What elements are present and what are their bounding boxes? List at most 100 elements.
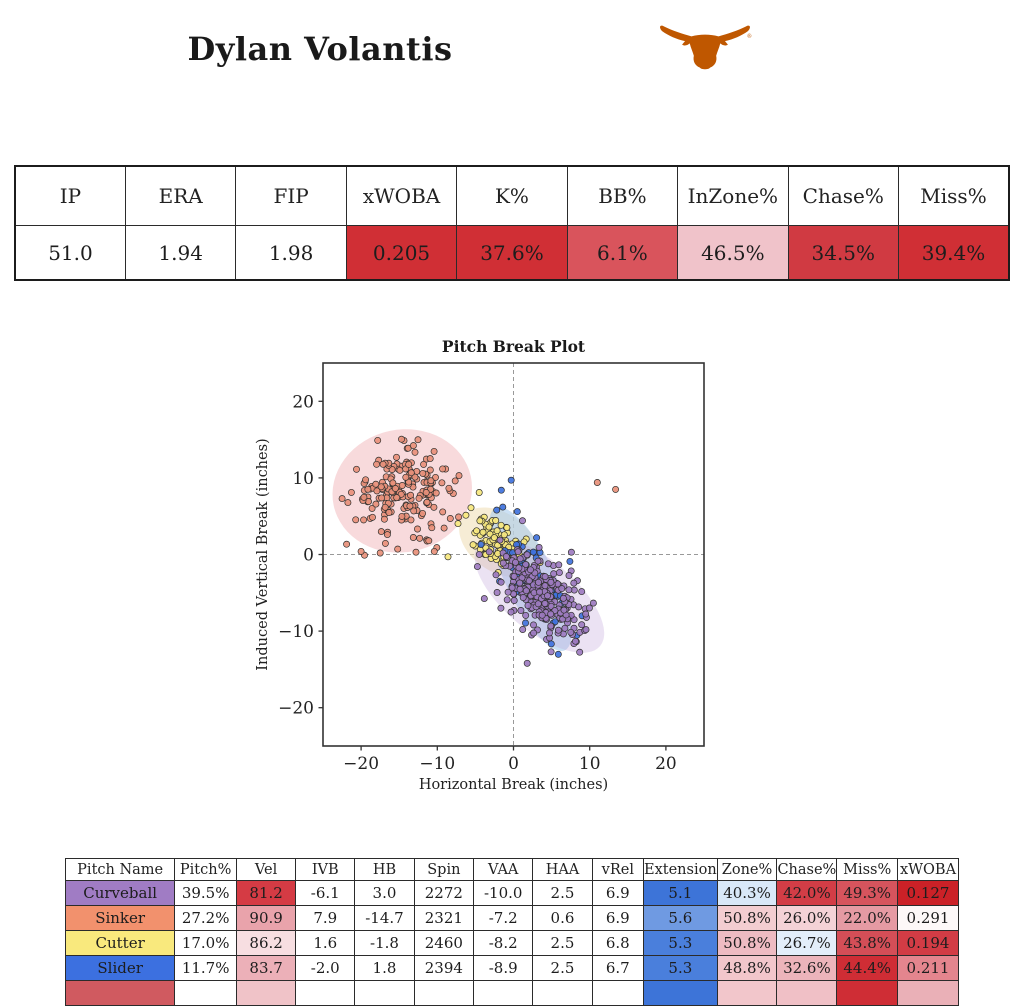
sinker-scatter-point <box>439 508 447 516</box>
curveball-scatter-point <box>576 648 584 656</box>
pitch-value-cell: -1.8 <box>354 930 415 956</box>
pitch-header-cell: IVB <box>295 858 356 881</box>
sinker-scatter-point <box>411 473 419 481</box>
curveball-scatter-point <box>536 588 544 596</box>
sinker-scatter-point <box>446 515 454 522</box>
sinker-scatter-point <box>389 479 397 487</box>
pitch-detail-table: Pitch Name Pitch% Vel IVB HB Spin VAA HAA vRel Ex… <box>64 858 959 1006</box>
sinker-scatter-point <box>419 469 427 477</box>
curveball-scatter-point <box>538 611 546 619</box>
sinker-scatter-point <box>402 473 410 481</box>
sinker-scatter-point <box>430 547 438 555</box>
summary-header-cell: BB% <box>566 165 679 226</box>
summary-value-cell: 39.4% <box>898 225 1010 281</box>
curveball-scatter-point <box>535 544 543 551</box>
curveball-scatter-point <box>589 599 597 607</box>
pitch-value-cell: 39.5% <box>174 880 237 906</box>
pitch-partial-cell <box>64 980 176 1006</box>
pitch-header-cell: Zone% <box>716 858 778 881</box>
curveball-scatter-point <box>493 589 501 596</box>
sinker-scatter-point <box>378 494 386 502</box>
cutter-scatter-point <box>492 517 500 524</box>
sinker-scatter-point <box>398 482 406 489</box>
summary-value-cell: 46.5% <box>677 225 789 281</box>
cutter-scatter-point <box>476 517 484 525</box>
sinker-scatter-point <box>438 479 446 487</box>
curveball-scatter-point <box>508 584 516 592</box>
curveball-scatter-point <box>558 585 566 593</box>
pitch-header-cell: xWOBA <box>897 858 959 881</box>
curveball-scatter-point <box>544 560 552 568</box>
pitch-value-cell: 27.2% <box>174 905 237 931</box>
longhorn-silhouette <box>660 25 750 70</box>
pitch-value-cell: 44.4% <box>836 955 899 981</box>
cutter-scatter-point <box>444 553 452 561</box>
cutter-scatter-point <box>469 541 477 549</box>
curveball-scatter-point <box>510 572 518 580</box>
sinker-scatter-point <box>357 547 365 555</box>
slider-scatter-point <box>533 534 541 542</box>
slider-scatter-point <box>493 506 501 514</box>
curveball-scatter-point <box>504 588 512 596</box>
pitch-value-cell: 17.0% <box>174 930 237 956</box>
y-axis-label: Induced Vertical Break (inches) <box>255 438 271 670</box>
pitch-value-cell: 5.3 <box>643 930 718 956</box>
sinker-scatter-point <box>423 498 431 506</box>
pitch-value-cell: 5.3 <box>643 955 718 981</box>
curveball-scatter-point <box>547 648 555 656</box>
pitch-header-cell: Extension <box>643 858 718 881</box>
curveball-scatter-point <box>522 561 530 568</box>
pitch-value-cell: 50.8% <box>716 930 778 956</box>
sinker-scatter-point <box>455 513 463 521</box>
sinker-scatter-point <box>414 525 421 533</box>
x-axis-label: Horizontal Break (inches) <box>419 777 608 792</box>
pitch-value-cell: 32.6% <box>776 955 838 981</box>
sinker-scatter-point <box>445 484 453 492</box>
curveball-scatter-point <box>512 558 519 566</box>
plot-title: Pitch Break Plot <box>442 337 586 356</box>
curveball-scatter-point <box>555 569 563 577</box>
pitch-partial-cell <box>897 980 959 1006</box>
curveball-scatter-point <box>567 548 575 556</box>
summary-header-cell: FIP <box>235 165 347 226</box>
curveball-scatter-point <box>510 597 518 604</box>
curveball-scatter-point <box>473 563 481 571</box>
cutter-scatter-point <box>497 521 505 529</box>
sinker-scatter-point <box>394 545 402 553</box>
summary-header-cell: ERA <box>124 165 237 226</box>
curveball-scatter-point <box>480 595 488 603</box>
pitch-value-cell: 26.7% <box>776 930 838 956</box>
sinker-scatter-point <box>409 534 417 541</box>
sinker-scatter-point <box>593 479 601 486</box>
pitch-value-cell: 0.194 <box>897 930 959 956</box>
curveball-scatter-point <box>535 578 542 586</box>
cutter-scatter-point <box>500 531 508 539</box>
curveball-scatter-point <box>567 628 575 636</box>
curveball-scatter-point <box>547 622 555 630</box>
pitch-value-cell: 2.5 <box>532 930 593 956</box>
sinker-scatter-point <box>612 485 620 493</box>
curveball-scatter-point <box>492 571 500 579</box>
summary-header-cell: Miss% <box>898 165 1010 226</box>
summary-value-cell: 51.0 <box>14 225 126 281</box>
x-tick-label: 10 <box>579 754 601 774</box>
sinker-scatter-point <box>422 489 430 496</box>
pitch-header-cell: vRel <box>591 858 645 881</box>
x-tick-label: 20 <box>655 754 677 774</box>
sinker-scatter-point <box>407 516 415 524</box>
sinker-scatter-point <box>376 549 384 557</box>
sinker-scatter-point <box>432 489 440 497</box>
summary-header-cell: Chase% <box>787 165 900 226</box>
pitch-value-cell: 83.7 <box>235 955 297 981</box>
sinker-scatter-point <box>379 460 387 468</box>
curveball-scatter-point <box>546 629 553 637</box>
curveball-scatter-point <box>497 578 505 586</box>
summary-stats-table: IP ERA FIP xWOBA K% BB% InZone% Chase% Miss% 51.0… <box>14 165 1010 281</box>
curveball-scatter-point <box>523 659 531 667</box>
pitch-value-cell: 22.0% <box>836 905 899 931</box>
curveball-scatter-point <box>550 570 558 578</box>
summary-header-cell: xWOBA <box>345 165 458 226</box>
pitch-name-cell: Slider <box>64 955 176 981</box>
pitch-header-cell: Spin <box>413 858 475 881</box>
pitch-partial-cell <box>643 980 718 1006</box>
